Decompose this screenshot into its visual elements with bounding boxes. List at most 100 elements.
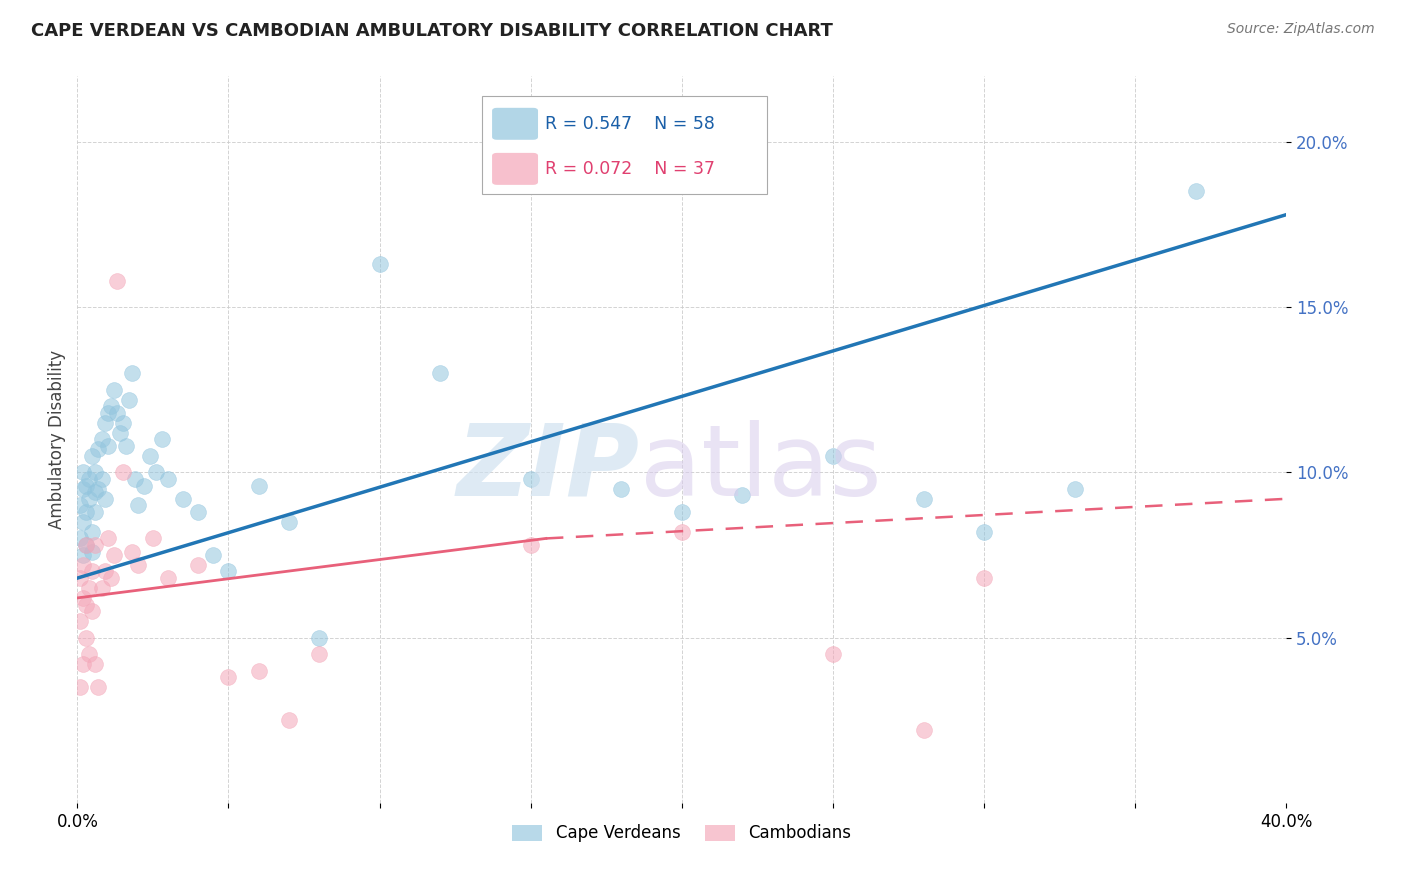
Point xyxy=(82,565,104,579)
Text: CAPE VERDEAN VS CAMBODIAN AMBULATORY DISABILITY CORRELATION CHART: CAPE VERDEAN VS CAMBODIAN AMBULATORY DIS… xyxy=(31,22,832,40)
Point xyxy=(87,680,110,694)
Point xyxy=(79,581,101,595)
Point xyxy=(96,406,118,420)
Point xyxy=(973,524,995,539)
Point xyxy=(84,538,107,552)
Point xyxy=(121,544,143,558)
Point xyxy=(75,478,97,492)
Point xyxy=(87,482,110,496)
Point xyxy=(72,558,94,572)
Point xyxy=(69,614,91,628)
Point xyxy=(103,383,125,397)
Point xyxy=(111,466,134,480)
Point xyxy=(247,478,270,492)
Point xyxy=(172,491,194,506)
Point xyxy=(72,657,94,671)
Point xyxy=(821,647,844,661)
Text: atlas: atlas xyxy=(640,420,882,516)
Point xyxy=(72,591,94,605)
Point xyxy=(69,680,91,694)
Point xyxy=(124,472,146,486)
Point xyxy=(69,532,91,546)
Legend: Cape Verdeans, Cambodians: Cape Verdeans, Cambodians xyxy=(506,818,858,849)
Point xyxy=(72,466,94,480)
Point xyxy=(90,581,112,595)
Point xyxy=(973,571,995,585)
Point xyxy=(75,505,97,519)
Point xyxy=(368,257,391,271)
FancyBboxPatch shape xyxy=(492,153,538,185)
Point xyxy=(84,466,107,480)
Point xyxy=(82,544,104,558)
Point xyxy=(218,565,240,579)
Point xyxy=(150,432,173,446)
Point xyxy=(610,482,633,496)
Text: ZIP: ZIP xyxy=(457,420,640,516)
Point xyxy=(278,515,301,529)
Point xyxy=(103,548,125,562)
Point xyxy=(90,432,112,446)
Point xyxy=(82,449,104,463)
Point xyxy=(84,505,107,519)
Point xyxy=(72,515,94,529)
Point xyxy=(69,571,91,585)
Point xyxy=(114,439,136,453)
Point xyxy=(1184,185,1206,199)
Point xyxy=(108,425,131,440)
Text: R = 0.072    N = 37: R = 0.072 N = 37 xyxy=(546,160,716,178)
Point xyxy=(821,449,844,463)
Point xyxy=(82,604,104,618)
Point xyxy=(69,499,91,513)
Point xyxy=(105,406,128,420)
Point xyxy=(72,548,94,562)
Text: Source: ZipAtlas.com: Source: ZipAtlas.com xyxy=(1227,22,1375,37)
Point xyxy=(142,532,165,546)
Point xyxy=(671,524,693,539)
Point xyxy=(912,723,935,737)
Point xyxy=(127,558,149,572)
Text: R = 0.547    N = 58: R = 0.547 N = 58 xyxy=(546,115,716,133)
Point xyxy=(1064,482,1087,496)
Point xyxy=(87,442,110,457)
Point xyxy=(671,505,693,519)
Point xyxy=(84,485,107,500)
Point xyxy=(105,274,128,288)
Point xyxy=(429,366,451,380)
FancyBboxPatch shape xyxy=(492,108,538,140)
Point xyxy=(278,713,301,727)
Point xyxy=(75,538,97,552)
Point xyxy=(75,598,97,612)
Point xyxy=(100,571,122,585)
Point xyxy=(93,565,115,579)
Point xyxy=(84,657,107,671)
Point xyxy=(111,416,134,430)
Point xyxy=(145,466,167,480)
Point xyxy=(157,472,180,486)
Point xyxy=(520,538,543,552)
Point xyxy=(731,488,754,502)
Point xyxy=(82,524,104,539)
Point xyxy=(202,548,225,562)
Point xyxy=(187,558,209,572)
Point xyxy=(139,449,162,463)
Point xyxy=(132,478,155,492)
Point xyxy=(121,366,143,380)
FancyBboxPatch shape xyxy=(482,96,766,194)
Point xyxy=(127,499,149,513)
Point xyxy=(96,532,118,546)
Point xyxy=(912,491,935,506)
Point xyxy=(75,538,97,552)
Point xyxy=(118,392,141,407)
Point xyxy=(79,472,101,486)
Point xyxy=(93,491,115,506)
Point xyxy=(157,571,180,585)
Point xyxy=(75,631,97,645)
Point xyxy=(79,491,101,506)
Point xyxy=(218,670,240,684)
Point xyxy=(520,472,543,486)
Point xyxy=(93,416,115,430)
Point xyxy=(79,647,101,661)
Y-axis label: Ambulatory Disability: Ambulatory Disability xyxy=(48,350,66,529)
Point xyxy=(247,664,270,678)
Point xyxy=(308,631,330,645)
